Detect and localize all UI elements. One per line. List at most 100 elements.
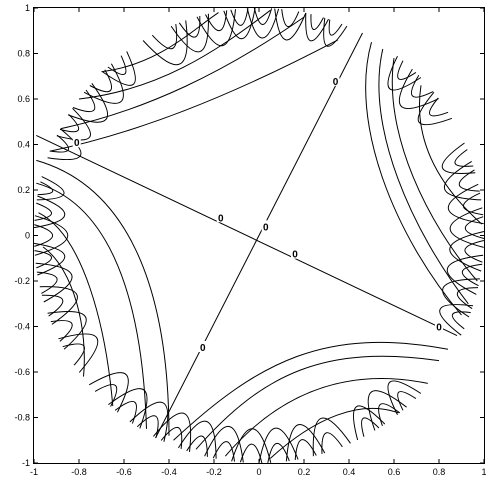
boundary-contour-curve <box>442 278 480 318</box>
contour-label-backdrop <box>291 247 299 259</box>
contour-curve <box>78 9 271 100</box>
boundary-contour-curve <box>196 9 236 47</box>
boundary-contour-curve <box>464 216 485 239</box>
contour-labels: 0 0 0 0 0 0 0 <box>72 74 443 354</box>
boundary-contour-curve <box>50 134 69 153</box>
boundary-contour-curve <box>34 242 66 276</box>
contour-label-backdrop <box>435 320 443 332</box>
y-tick-label: 1 <box>25 3 30 13</box>
boundary-contour-curve <box>204 425 244 463</box>
boundary-contour-curve <box>72 89 96 112</box>
boundary-contour-curve <box>429 97 449 117</box>
y-tick-label: -0.4 <box>14 322 30 332</box>
boundary-contour-curve <box>456 287 479 310</box>
boundary-contour-curve <box>285 424 326 462</box>
boundary-contour-curve <box>231 428 272 463</box>
contour-curve <box>36 182 147 429</box>
boundary-contour-curve <box>246 8 280 39</box>
boundary-contour-curve <box>328 19 343 36</box>
x-tick-label: -1 <box>30 467 38 477</box>
boundary-contour-curve <box>47 128 82 161</box>
boundary-contour-curve <box>310 14 324 30</box>
x-tick-label: 0 <box>256 467 261 477</box>
boundary-contour-curve <box>47 310 87 350</box>
boundary-contour-curve <box>153 412 192 452</box>
boundary-contour-curve <box>353 405 386 441</box>
contour-label-backdrop <box>216 211 225 223</box>
boundary-contour-curve <box>397 391 417 411</box>
boundary-contour-curve <box>417 91 453 126</box>
boundary-contour-curve <box>367 390 407 431</box>
y-axis-ticks: 1 0.8 0.6 0.4 0.2 0 -0.2 -0.4 -0.6 -0.8 -1 <box>14 3 484 468</box>
boundary-contour-curve <box>58 333 99 373</box>
boundary-contour-curve <box>170 13 209 53</box>
boundary-contour-curve <box>387 380 422 416</box>
boundary-contour-curve <box>274 8 307 41</box>
boundary-contour-curve <box>107 55 127 75</box>
boundary-contour-curve <box>281 9 300 28</box>
boundary-contour-curve <box>451 311 471 330</box>
contour-label: 0 <box>200 343 206 354</box>
x-tick-label: -0.4 <box>161 467 177 477</box>
boundary-contour-curve <box>447 183 484 225</box>
boundary-contour-curve <box>361 417 380 437</box>
contour-label: 0 <box>333 77 339 88</box>
x-tick-label: 0.2 <box>298 467 311 477</box>
contour-label: 0 <box>436 323 442 334</box>
boundary-contour-curve <box>258 427 299 464</box>
contour-curve <box>42 246 85 377</box>
boundary-contour-curve <box>387 55 422 91</box>
boundary-contour-curve <box>35 262 73 303</box>
y-tick-label: 0.8 <box>17 49 30 59</box>
boundary-contour-curve <box>462 192 484 216</box>
x-tick-label: -0.6 <box>116 467 132 477</box>
x-tick-label: -0.2 <box>206 467 222 477</box>
boundary-contour-curve <box>397 60 417 80</box>
x-tick-label: 0.6 <box>388 467 401 477</box>
contour-curve <box>101 12 219 73</box>
boundary-contour-curve <box>142 20 188 66</box>
boundary-contour-curve <box>83 63 124 104</box>
contour-curve <box>195 355 440 450</box>
boundary-contour-curve <box>398 68 439 109</box>
contour-curve <box>49 39 339 152</box>
boundary-contour-curve <box>230 8 249 26</box>
boundary-contour-curve <box>461 263 483 287</box>
x-axis-ticks: -1 -0.8 -0.6 -0.4 -0.2 0 0.2 0.4 0.6 0.8 1 <box>30 8 487 477</box>
y-tick-label: 0.6 <box>17 94 30 104</box>
contour-curve <box>365 41 462 316</box>
boundary-contour-curve <box>39 286 78 325</box>
boundary-contour-curve <box>442 142 476 174</box>
boundary-contour-curve <box>321 432 343 454</box>
zero-contour-line <box>155 32 363 439</box>
zero-contour-lines <box>36 32 458 439</box>
boundary-contour-curve <box>449 207 484 248</box>
contour-curve <box>391 58 478 282</box>
boundary-contour-curve <box>56 107 91 141</box>
axes-frame <box>33 7 485 464</box>
boundary-contour-curve <box>34 215 68 256</box>
boundary-contour-curve <box>464 240 485 263</box>
boundary-contour-curve <box>88 372 129 413</box>
contour-label-backdrop <box>331 74 340 86</box>
contour-curve <box>378 48 469 305</box>
y-tick-label: -0.6 <box>14 367 30 377</box>
x-tick-label: -0.8 <box>71 467 87 477</box>
boundary-contour-curve <box>454 149 474 167</box>
contour-curve <box>38 212 114 407</box>
boundary-contour-curve <box>151 24 178 50</box>
contour-curve <box>224 378 428 457</box>
boundary-contour-curve <box>253 7 273 26</box>
contour-label: 0 <box>292 250 298 261</box>
boundary-contour-curve <box>449 231 485 272</box>
y-tick-label: -0.2 <box>14 276 30 286</box>
boundary-contour-curve <box>102 51 136 86</box>
y-tick-label: -0.8 <box>14 413 30 423</box>
boundary-contour-curve <box>59 113 79 133</box>
boundary-contour-curve <box>177 420 217 459</box>
boundary-contour-curve <box>323 17 348 47</box>
contour-curve <box>173 341 449 441</box>
y-tick-label: -1 <box>22 458 30 468</box>
boundary-contour-curve <box>34 202 52 221</box>
contour-label: 0 <box>218 213 224 224</box>
